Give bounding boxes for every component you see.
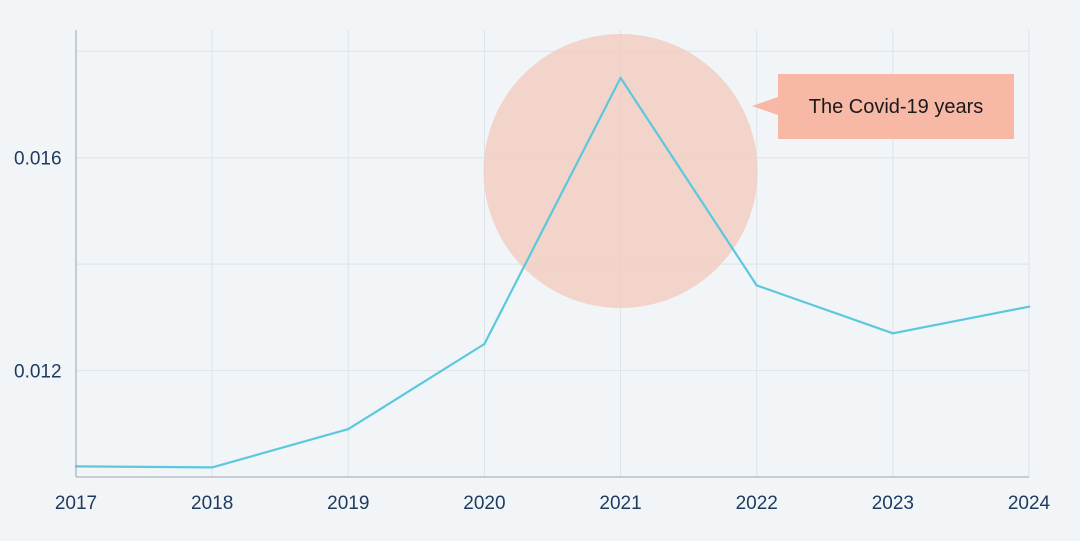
x-tick-label: 2021	[599, 493, 641, 514]
data-point-2018	[210, 466, 214, 469]
y-tick-label: 0.012	[14, 362, 62, 383]
x-tick-label: 2023	[872, 493, 914, 514]
highlight-layer	[483, 34, 758, 308]
data-point-2022	[755, 284, 758, 287]
axes	[75, 30, 1029, 478]
highlight-circle	[483, 34, 758, 308]
series-line	[75, 76, 1030, 469]
annotation-layer: The Covid-19 years	[752, 74, 1014, 139]
x-tick-label: 2019	[327, 493, 369, 514]
x-tick-label: 2018	[191, 493, 233, 514]
data-point-2020	[483, 342, 486, 346]
x-tick-label: 2022	[736, 493, 778, 514]
x-tick-label: 2020	[463, 493, 505, 514]
x-tick-label: 2017	[55, 493, 97, 514]
data-point-2024	[1027, 305, 1031, 308]
data-point-2023	[891, 332, 895, 335]
tick-labels: 2017 2018 2019 2020 2021 2022 2023 2024 0.012 0.0…	[14, 149, 1051, 514]
y-tick-label: 0.016	[14, 149, 62, 170]
series-layer	[74, 76, 1031, 469]
data-point-2019	[347, 427, 350, 431]
data-point-2021	[619, 76, 622, 80]
annotation-text: The Covid-19 years	[809, 96, 984, 118]
annotation-callout	[752, 74, 1014, 139]
x-tick-label: 2024	[1008, 493, 1051, 514]
